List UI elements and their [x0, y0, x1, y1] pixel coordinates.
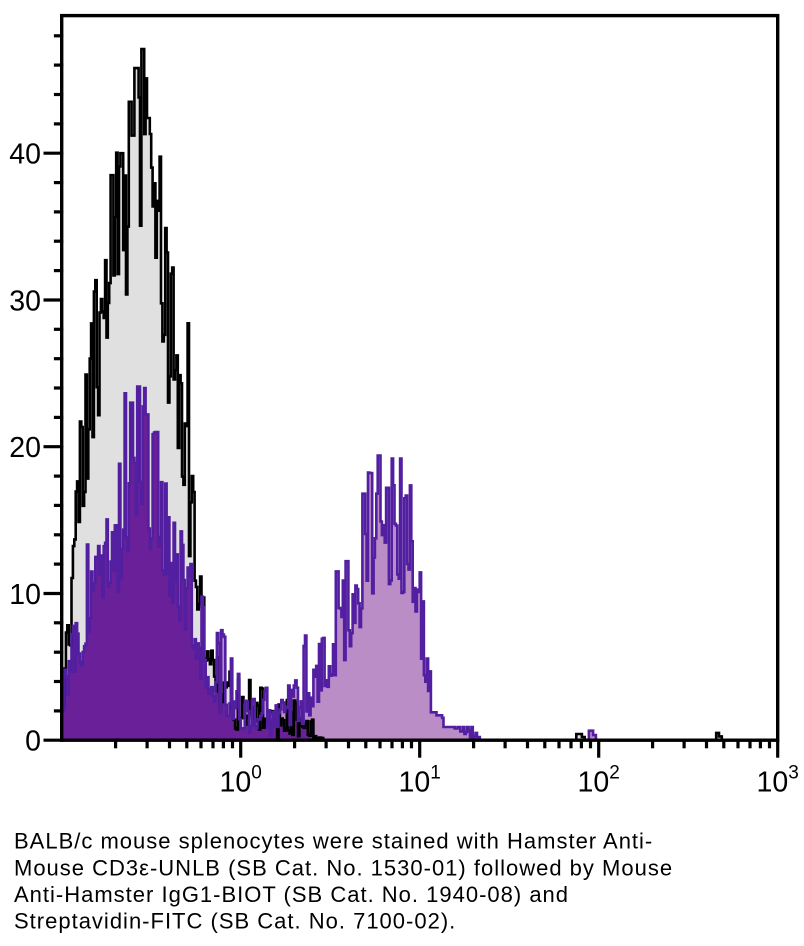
svg-text:20: 20	[9, 432, 41, 464]
svg-text:Mouse CD3ε-UNLB (SB Cat. No. 1: Mouse CD3ε-UNLB (SB Cat. No. 1530-01) fo…	[14, 856, 673, 881]
svg-text:Streptavidin-FITC (SB Cat. No.: Streptavidin-FITC (SB Cat. No. 7100-02).	[14, 909, 456, 934]
svg-text:BALB/c mouse splenocytes were: BALB/c mouse splenocytes were stained wi…	[14, 829, 653, 854]
svg-text:Anti-Hamster IgG1-BIOT (SB Cat: Anti-Hamster IgG1-BIOT (SB Cat. No. 1940…	[14, 882, 569, 907]
svg-text:10: 10	[9, 579, 41, 611]
svg-text:40: 40	[9, 139, 41, 171]
svg-text:30: 30	[9, 285, 41, 317]
svg-text:0: 0	[25, 726, 41, 758]
